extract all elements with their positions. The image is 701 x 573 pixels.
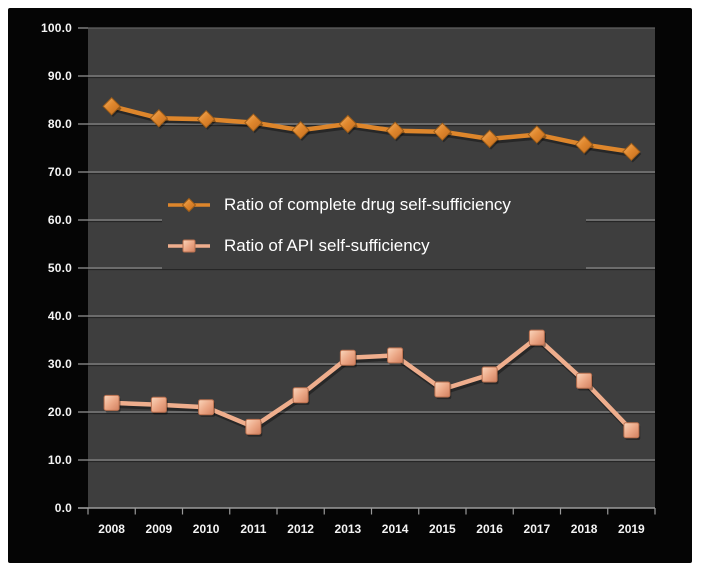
legend-marker-square-icon (168, 239, 210, 252)
data-point-marker (622, 142, 641, 162)
y-axis-tick-label: 10.0 (47, 453, 72, 467)
legend-label-complete-drug: Ratio of complete drug self-sufficiency (224, 194, 511, 214)
y-axis-tick-label: 20.0 (47, 405, 72, 419)
y-axis-tick-label: 100.0 (40, 21, 72, 35)
x-axis-tick-label: 2008 (98, 522, 125, 536)
data-point-marker (102, 97, 121, 116)
y-axis-tick-label: 70.0 (47, 165, 72, 179)
data-point-marker (198, 399, 215, 416)
x-axis-tick-label: 2016 (476, 522, 503, 536)
data-point-marker (623, 422, 640, 439)
series-1 (103, 329, 641, 440)
legend: Ratio of complete drug self-sufficiency … (162, 181, 586, 269)
x-axis-tick-label: 2010 (192, 522, 220, 536)
y-axis-tick-label: 60.0 (47, 213, 72, 227)
x-axis-tick-label: 2012 (287, 522, 314, 536)
x-axis-tick-label: 2014 (381, 522, 409, 536)
data-point-marker (244, 113, 263, 132)
data-point-marker (339, 349, 356, 366)
data-point-marker (576, 372, 593, 389)
series-line-shadow (110, 105, 636, 157)
legend-item-complete-drug: Ratio of complete drug self-sufficiency (166, 195, 586, 215)
series-line (109, 335, 634, 433)
y-axis-tick-label: 40.0 (47, 309, 72, 323)
y-axis-tick-label: 0.0 (54, 501, 72, 515)
legend-label-api: Ratio of API self-sufficiency (224, 235, 430, 255)
x-axis-tick-label: 2009 (145, 522, 173, 536)
data-point-marker (481, 366, 498, 383)
x-axis-tick-label: 2011 (240, 522, 267, 536)
data-point-marker (387, 347, 404, 364)
data-point-marker (196, 109, 216, 129)
data-point-marker (433, 122, 452, 141)
x-axis-tick-label: 2015 (429, 522, 456, 536)
x-axis-tick-label: 2017 (523, 522, 551, 536)
data-point-marker (292, 387, 309, 404)
data-point-marker (480, 129, 499, 149)
data-point-marker (103, 394, 120, 411)
data-point-marker (338, 114, 358, 134)
y-axis-tick-label: 90.0 (47, 69, 72, 83)
data-point-marker (385, 121, 405, 140)
data-point-marker (245, 418, 262, 435)
x-axis-tick-label: 2013 (334, 522, 362, 536)
data-point-marker (528, 329, 545, 346)
data-point-marker (527, 125, 547, 144)
series-0 (102, 97, 642, 163)
data-point-marker (150, 396, 167, 413)
x-axis-tick-label: 2019 (618, 522, 645, 536)
y-axis-tick-label: 80.0 (47, 117, 72, 131)
data-point-marker (434, 381, 451, 398)
y-axis-tick-label: 50.0 (47, 261, 72, 275)
x-axis-tick-label: 2018 (570, 522, 598, 536)
y-axis-tick-label: 30.0 (47, 357, 72, 371)
data-point-marker (574, 135, 594, 154)
series-line (109, 103, 634, 155)
legend-item-api: Ratio of API self-sufficiency (166, 236, 586, 256)
legend-marker-diamond-icon (168, 197, 210, 212)
data-series (102, 97, 642, 440)
data-point-marker (149, 109, 169, 128)
gridlines (78, 27, 656, 515)
data-point-marker (291, 121, 310, 140)
